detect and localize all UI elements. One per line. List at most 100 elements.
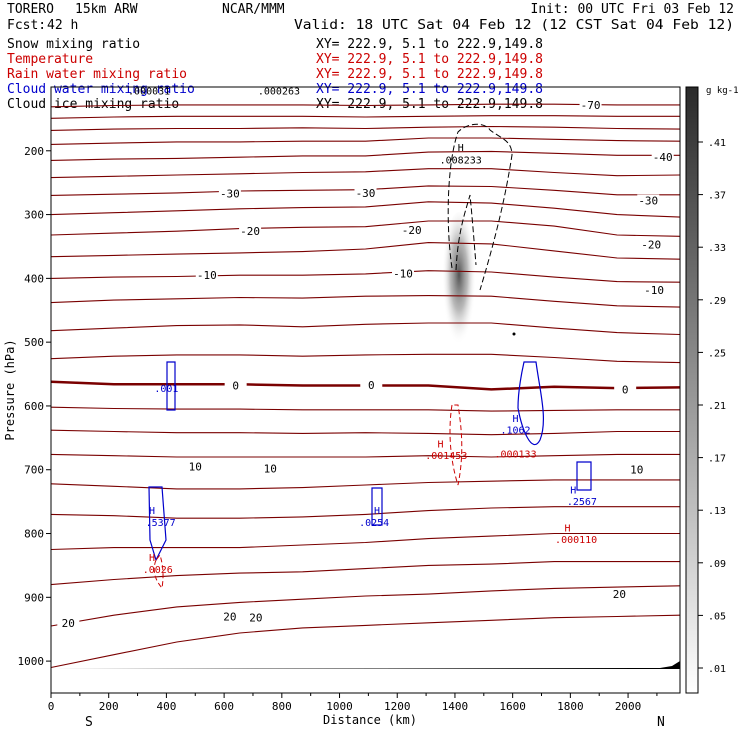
y-axis-title: Pressure (hPa)	[3, 339, 17, 440]
x-tick-label: 1600	[499, 700, 526, 713]
temperature-label-bg	[608, 588, 631, 600]
temperature-label: -10	[644, 284, 664, 297]
temperature-contour	[50, 353, 681, 364]
high-marker: H	[570, 485, 576, 496]
temperature-contour	[50, 150, 680, 161]
colorbar-tick-label: .21	[708, 401, 726, 412]
temperature-label: -30	[220, 188, 240, 201]
north-label: N	[657, 715, 665, 730]
temperature-label-bg	[400, 223, 423, 235]
temperature-label: 0	[232, 380, 239, 393]
colorbar-tick-label: .37	[708, 191, 726, 202]
temperature-contour	[50, 479, 680, 490]
temperature-label: 10	[630, 464, 643, 477]
temperature-label-bg	[224, 379, 247, 391]
rain-contours	[153, 404, 463, 590]
value-annotation: .001453	[425, 451, 467, 462]
value-annotation: .2567	[567, 497, 597, 508]
field-xy-snow: XY= 222.9, 5.1 to 222.9,149.8	[316, 37, 543, 52]
cloud-water-contour-1	[166, 361, 176, 411]
temperature-label-bg	[244, 611, 267, 623]
cloud-ice-contours	[447, 123, 516, 336]
temperature-contour	[50, 295, 681, 308]
cloud-water-contour-5	[576, 461, 592, 491]
colorbar-unit: g kg-1	[706, 86, 739, 96]
temperature-contour	[50, 201, 681, 218]
temperature-label-bg	[579, 98, 602, 110]
model-config: 15km ARW	[75, 2, 138, 17]
field-name-temperature: Temperature	[7, 52, 93, 67]
x-tick-label: 1200	[384, 700, 411, 713]
temperature-contour	[50, 103, 680, 108]
temperature-contour	[50, 585, 681, 627]
high-marker: H	[564, 524, 570, 535]
rain-contour-1	[449, 404, 463, 487]
temperature-contour	[50, 125, 681, 131]
temperature-label-bg	[637, 194, 660, 206]
colorbar-tick-label: .09	[708, 559, 726, 570]
field-xy-temperature: XY= 222.9, 5.1 to 222.9,149.8	[316, 52, 543, 67]
x-axis: 0 200 400 600 800 1000 1200 1400 1600 1800 2000	[48, 693, 658, 713]
temperature-label-bg	[651, 151, 674, 163]
south-label: S	[85, 715, 93, 730]
value-annotations: H.008233.000031.000263.001H.1062H.001453…	[128, 87, 597, 576]
org-name: NCAR/MMM	[222, 2, 285, 17]
temperature-label: -30	[638, 195, 658, 208]
high-marker: H	[513, 414, 519, 425]
high-marker: H	[149, 506, 155, 517]
temperature-contour	[50, 242, 681, 260]
y-tick-label: 1000	[18, 655, 45, 668]
colorbar-tick-label: .33	[708, 243, 726, 254]
temperature-contour	[50, 453, 680, 458]
x-tick-label: 400	[156, 700, 176, 713]
colorbar-ramp	[685, 86, 699, 694]
temperature-label-bg	[57, 616, 80, 628]
model-name: TORERO	[7, 2, 54, 17]
snow-ratio-shading	[442, 212, 476, 352]
init-time: Init: 00 UTC Fri 03 Feb 12	[531, 2, 735, 17]
cloud-water-contour-2	[517, 361, 545, 446]
temperature-label: 10	[189, 461, 202, 474]
temperature-label: -30	[356, 187, 376, 200]
field-name-snow: Snow mixing ratio	[7, 37, 140, 52]
colorbar-tick-label: .29	[708, 296, 726, 307]
fcst-label: Fcst:	[7, 18, 46, 33]
cloud-ice-contour-inner	[455, 194, 477, 271]
cloud-water-contour-3	[148, 486, 167, 562]
y-axis: 200 300 400 500 600 700 800 900 1000	[18, 145, 51, 668]
valid-time: Valid: 18 UTC Sat 04 Feb 12 (12 CST Sat …	[294, 18, 734, 33]
value-annotation: .000110	[555, 535, 597, 546]
temperature-label: -20	[402, 224, 422, 237]
value-annotation: .000133	[494, 450, 536, 461]
value-annotation: .0254	[359, 518, 389, 529]
temperature-label-bg	[239, 225, 262, 237]
high-marker: H	[374, 506, 380, 517]
temperature-contour	[50, 406, 680, 412]
colorbar-tick-label: .13	[708, 506, 726, 517]
temperature-label-bg	[259, 462, 282, 474]
x-tick-label: 1400	[442, 700, 469, 713]
y-tick-label: 800	[24, 528, 44, 541]
temperature-label-bg	[184, 460, 207, 472]
high-marker: H	[458, 143, 464, 154]
temperature-label: 20	[249, 612, 262, 625]
value-annotation: .0026	[143, 565, 173, 576]
colorbar-tick-label: .25	[708, 348, 726, 359]
value-annotation: .5377	[146, 518, 176, 529]
y-tick-label: 500	[24, 336, 44, 349]
y-tick-label: 700	[24, 464, 44, 477]
header: TORERO 15km ARW NCAR/MMM Init: 00 UTC Fr…	[7, 2, 734, 33]
temperature-label: 20	[223, 610, 236, 623]
value-annotation: .1062	[500, 425, 530, 436]
field-name-cloud-ice: Cloud ice mixing ratio	[7, 97, 179, 112]
temperature-contour	[50, 137, 681, 145]
x-tick-label: 600	[214, 700, 234, 713]
high-marker: H	[149, 553, 155, 564]
field-xy-rain: XY= 222.9, 5.1 to 222.9,149.8	[316, 67, 543, 82]
temperature-label: 20	[62, 617, 75, 630]
fcst-value: 42 h	[47, 18, 78, 33]
value-annotation: .000263	[258, 87, 300, 98]
high-marker: H	[438, 439, 444, 450]
y-tick-label: 400	[24, 272, 44, 285]
